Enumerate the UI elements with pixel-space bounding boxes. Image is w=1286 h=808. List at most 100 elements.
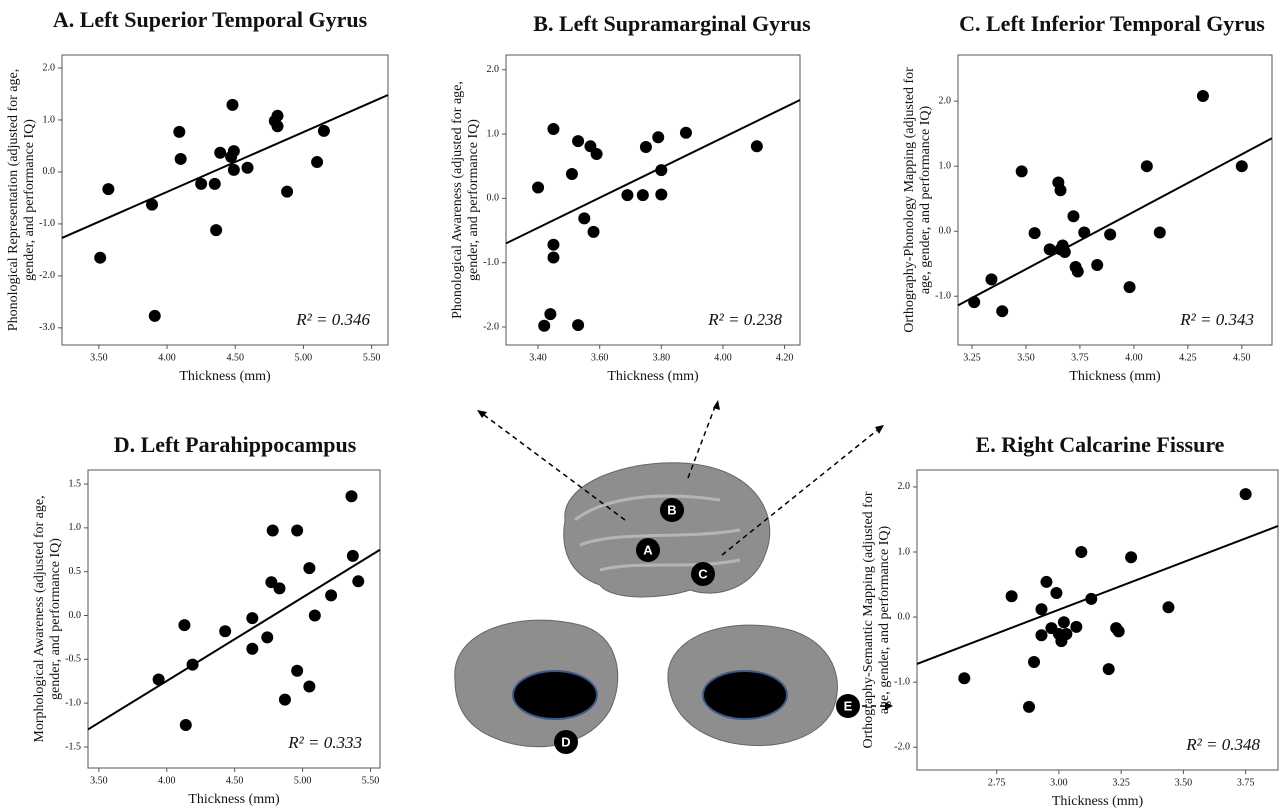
y-tick-label: 1.5 [69,478,82,489]
x-tick-label: 3.80 [653,352,671,363]
region-marker [554,730,578,754]
data-point [208,177,221,190]
data-point [219,625,232,638]
data-point [1085,592,1098,605]
arrows [479,403,888,707]
data-point [968,296,981,309]
y-tick-label: 0.0 [69,610,82,621]
y-tick-label: -1.0 [65,697,81,708]
x-tick-label: 4.25 [1179,352,1197,363]
data-point [1023,700,1036,713]
y-axis-label: gender, and performance IQ) [466,119,481,281]
panel: E. Right Calcarine Fissure 2.75 3.00 3.25 3.… [861,432,1279,808]
x-tick-label: 4.00 [158,352,176,363]
data-point [1071,265,1084,278]
y-tick-label: -2.0 [483,321,499,332]
data-point [1067,210,1080,223]
data-point [246,642,259,655]
x-axis-label: Thickness (mm) [1069,369,1161,384]
data-point [246,612,259,625]
data-point [1035,629,1048,642]
data-point [94,251,107,264]
data-point [273,582,286,595]
x-axis-label: Thickness (mm) [1052,794,1144,808]
data-point [152,673,165,686]
y-tick-label: -1.0 [935,291,951,302]
fit-line [505,99,801,245]
data-point [572,319,585,332]
data-point [1015,165,1028,178]
x-tick-label: 5.00 [294,775,312,786]
x-tick-label: 3.50 [90,352,108,363]
data-point [291,524,304,537]
x-tick-label: 3.50 [1017,352,1035,363]
y-tick-label: 0.0 [939,226,952,237]
panel: A. Left Superior Temporal Gyrus 3.50 4.00 4… [6,7,389,384]
x-tick-label: 5.50 [362,775,380,786]
data-point [547,122,560,135]
data-point [639,140,652,153]
fit-line [87,548,381,731]
x-tick-label: 4.00 [158,775,176,786]
data-point [186,658,199,671]
data-point [102,183,115,196]
y-tick-label: -1.0 [483,257,499,268]
data-point [146,198,159,211]
data-point [1140,160,1153,173]
data-point [303,562,316,575]
data-point [1102,663,1115,676]
data-point [1125,551,1138,564]
data-point [226,98,239,111]
y-tick-label: 2.0 [43,62,56,73]
data-point [278,693,291,706]
gyri [574,494,741,572]
data-point [1058,246,1071,259]
y-axis-label: Phonological Representation (adjusted fo… [6,69,21,331]
panel: C. Left Inferior Temporal Gyrus 3.25 3.50 3… [902,11,1273,384]
y-axis-label: gender, and performance IQ) [22,119,37,281]
r-squared: R² = 0.346 [295,310,370,329]
arrow-head [875,425,884,434]
data-point [1035,603,1048,616]
arrow-head [713,400,720,410]
data-point [996,305,1009,318]
data-point [544,308,557,321]
region-label: E [844,698,853,713]
x-tick-label: 4.20 [776,352,794,363]
data-point [281,185,294,198]
y-axis-label: age, gender, and performance IQ) [877,525,892,714]
data-point [547,238,560,251]
data-point [679,126,692,139]
data-point [1239,488,1252,501]
data-point [532,181,545,194]
fit-line [61,94,389,239]
x-axis-label: Thickness (mm) [179,369,271,384]
y-tick-label: 2.0 [939,95,952,106]
data-point [265,576,278,589]
y-axis-label: Phonological Awareness (adjusted for age… [450,81,465,319]
data-point [572,135,585,148]
x-tick-label: 3.50 [1175,777,1193,788]
data-point [1005,590,1018,603]
data-point [1123,281,1136,294]
arrow-heads [477,400,893,710]
y-tick-label: 0.0 [898,611,911,622]
x-tick-label: 3.40 [529,352,547,363]
data-point [303,680,316,693]
fit-line [916,525,1279,665]
r-squared: R² = 0.343 [1179,310,1254,329]
region-label: B [667,502,676,517]
data-point [636,189,649,202]
y-tick-label: -1.5 [65,741,81,752]
panel-title: C. Left Inferior Temporal Gyrus [959,11,1265,36]
x-tick-label: 4.50 [1233,352,1251,363]
region-marker [636,538,660,562]
x-tick-label: 4.50 [226,352,244,363]
data-point [148,309,161,322]
brain-images: A B C D E [454,400,893,754]
y-tick-label: 0.0 [487,193,500,204]
data-point [1075,545,1088,558]
x-tick-label: 3.25 [963,352,981,363]
arrow [479,411,626,521]
